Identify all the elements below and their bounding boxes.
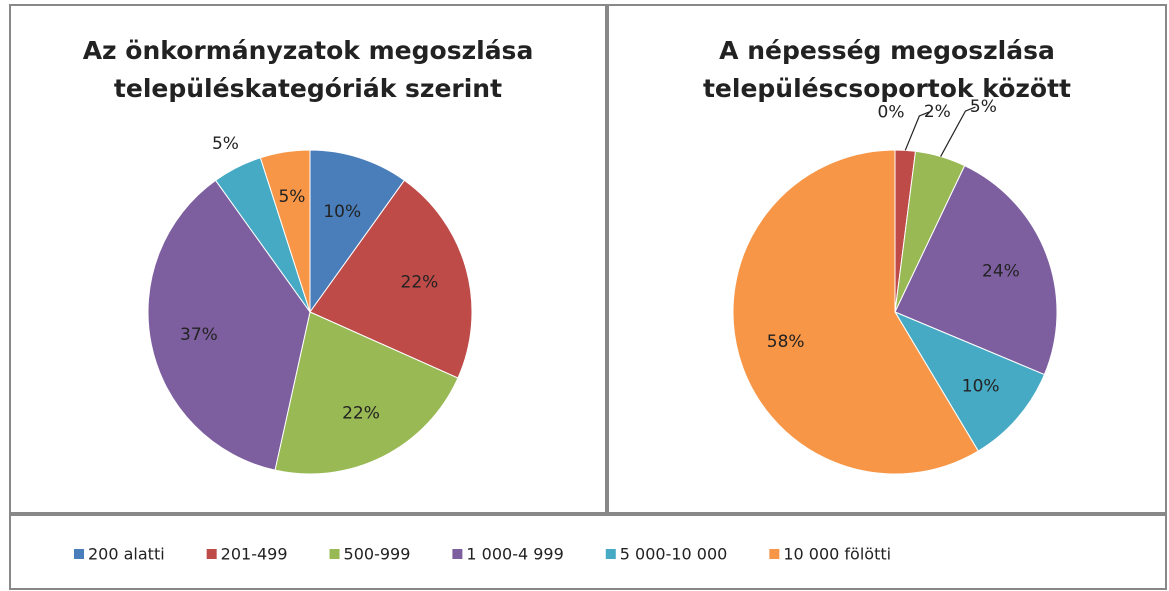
data-label: 5% [970, 97, 997, 117]
data-label: 5% [278, 187, 305, 207]
data-label: 10% [323, 202, 361, 222]
data-label: 2% [924, 102, 951, 122]
chart-title: településkategóriák szerint [114, 74, 502, 103]
pie-slice [274, 311, 459, 475]
legend-swatch [206, 549, 217, 559]
data-label: 24% [982, 262, 1020, 282]
data-label: 58% [767, 332, 805, 352]
data-label: 5% [212, 134, 239, 154]
legend-label: 10 000 fölötti [783, 545, 891, 564]
chart-title: A népesség megoszlása [719, 36, 1055, 65]
data-label: 0% [878, 103, 905, 123]
leader-line [904, 111, 930, 151]
data-label: 37% [180, 325, 218, 345]
legend-label: 1 000-4 999 [466, 545, 563, 564]
chart-title: Az önkormányzatok megoszlása [83, 36, 534, 65]
legend-swatch [605, 549, 616, 559]
legend-swatch [452, 549, 463, 559]
pie-slice [309, 179, 473, 379]
pie-slice [732, 149, 979, 475]
pie-slice [147, 179, 311, 471]
pie-slice [894, 165, 1058, 376]
data-label: 22% [342, 403, 380, 423]
legend-label: 200 alatti [88, 545, 165, 564]
legend-label: 5 000-10 000 [620, 545, 728, 564]
legend-swatch [769, 549, 780, 559]
data-label: 22% [401, 272, 439, 292]
pie-slice [309, 149, 406, 314]
data-label: 10% [962, 376, 1000, 396]
legend-swatch [74, 549, 84, 559]
chart-title: településcsoportok között [703, 74, 1071, 103]
legend-box [9, 514, 1167, 590]
legend-label: 201-499 [221, 545, 288, 564]
pie-slice [893, 310, 1046, 452]
legend-label: 500-999 [344, 545, 411, 564]
legend-swatch [329, 549, 340, 559]
pie-slice [259, 149, 311, 313]
leader-line [940, 106, 976, 157]
